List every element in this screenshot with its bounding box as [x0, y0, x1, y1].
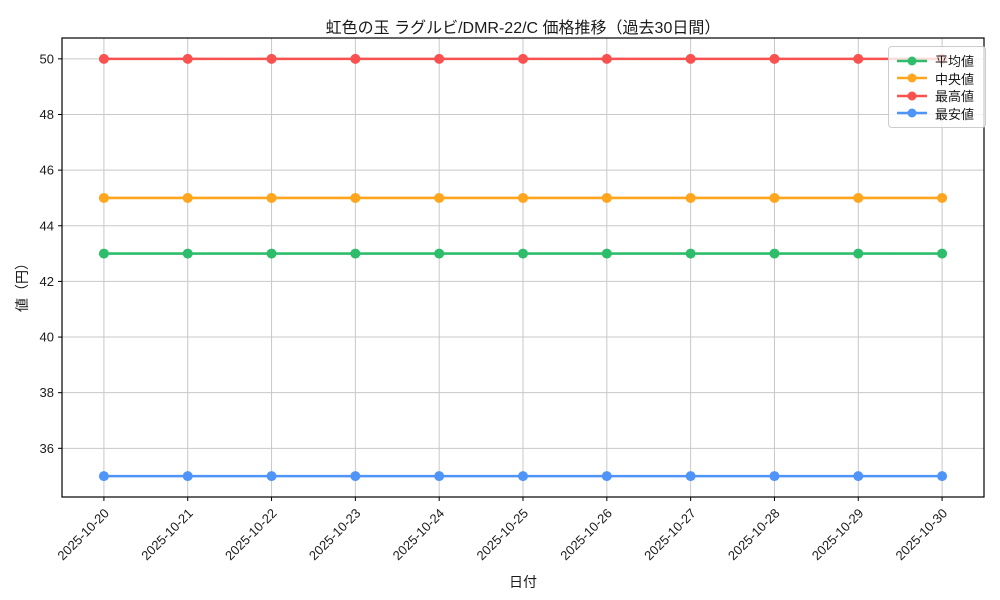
series-marker [98, 471, 109, 482]
y-tick-label: 44 [40, 218, 54, 233]
x-tick-label: 2025-10-27 [641, 506, 699, 564]
y-tick-label: 48 [40, 107, 54, 122]
series-marker [434, 53, 445, 64]
series-marker [601, 192, 612, 203]
legend-line-marker-icon [896, 71, 928, 85]
legend-label-max: 最高値 [935, 89, 975, 105]
x-tick-label: 2025-10-25 [473, 506, 531, 564]
series-marker [518, 53, 528, 64]
series-marker [350, 248, 361, 259]
series-marker [853, 248, 864, 259]
legend-item-min: 最安値 [896, 105, 979, 122]
series-marker [769, 53, 780, 64]
series-marker [937, 192, 948, 203]
legend-line-marker-icon [896, 54, 928, 68]
x-tick-label: 2025-10-28 [725, 506, 783, 564]
series-marker [350, 192, 361, 203]
chart-title: 虹色の玉 ラグルビ/DMR-22/C 価格推移（過去30日間） [325, 20, 721, 37]
legend-line-marker-icon [896, 89, 928, 103]
y-tick-label: 36 [40, 441, 54, 456]
series-marker [98, 248, 109, 259]
x-tick-label: 2025-10-21 [138, 506, 196, 564]
series-marker [685, 192, 696, 203]
y-tick-label: 50 [40, 51, 54, 66]
series-marker [769, 248, 780, 259]
series-marker [853, 471, 864, 482]
series-marker [182, 471, 193, 482]
legend-line-marker-icon [896, 106, 928, 120]
legend-label-median: 中央値 [935, 71, 975, 87]
series-marker [434, 248, 445, 259]
series-marker [518, 248, 528, 259]
y-tick-label: 42 [40, 274, 54, 289]
series-marker [685, 248, 696, 259]
series-marker [518, 192, 528, 203]
series-marker [853, 192, 864, 203]
series-marker [266, 53, 277, 64]
legend-label-min: 最安値 [935, 106, 975, 122]
series-marker [182, 248, 193, 259]
series-marker [182, 53, 193, 64]
series-marker [685, 53, 696, 64]
x-tick-label: 2025-10-20 [54, 506, 112, 564]
y-axis-label: 値（円） [14, 256, 30, 312]
legend-label-average: 平均値 [935, 54, 975, 69]
x-tick-label: 2025-10-22 [222, 506, 280, 564]
series-marker [937, 471, 948, 482]
legend: 平均値 中央値 最高値 最安値 [888, 46, 986, 128]
series-marker [98, 192, 109, 203]
series-marker [769, 192, 780, 203]
series-marker [350, 53, 361, 64]
series-marker [853, 53, 864, 64]
series-marker [518, 471, 528, 482]
legend-item-max: 最高値 [896, 87, 979, 104]
series-marker [937, 248, 948, 259]
x-axis-label: 日付 [509, 574, 537, 590]
legend-item-median: 中央値 [896, 70, 979, 87]
x-tick-label: 2025-10-26 [557, 506, 615, 564]
series-marker [601, 248, 612, 259]
series-marker [601, 471, 612, 482]
y-tick-label: 38 [40, 385, 54, 400]
x-tick-label: 2025-10-24 [390, 506, 448, 564]
series-marker [350, 471, 361, 482]
series-marker [601, 53, 612, 64]
series-marker [266, 471, 277, 482]
series-marker [266, 192, 277, 203]
series-marker [182, 192, 193, 203]
series-marker [434, 471, 445, 482]
x-tick-label: 2025-10-23 [306, 506, 364, 564]
series-marker [266, 248, 277, 259]
x-tick-label: 2025-10-29 [809, 506, 867, 564]
x-tick-label: 2025-10-30 [893, 506, 951, 564]
series-marker [685, 471, 696, 482]
y-tick-label: 46 [40, 163, 54, 178]
y-tick-label: 40 [40, 330, 54, 345]
series-marker [769, 471, 780, 482]
series-marker [98, 53, 109, 64]
legend-item-average: 平均値 [896, 52, 979, 69]
series-marker [434, 192, 445, 203]
